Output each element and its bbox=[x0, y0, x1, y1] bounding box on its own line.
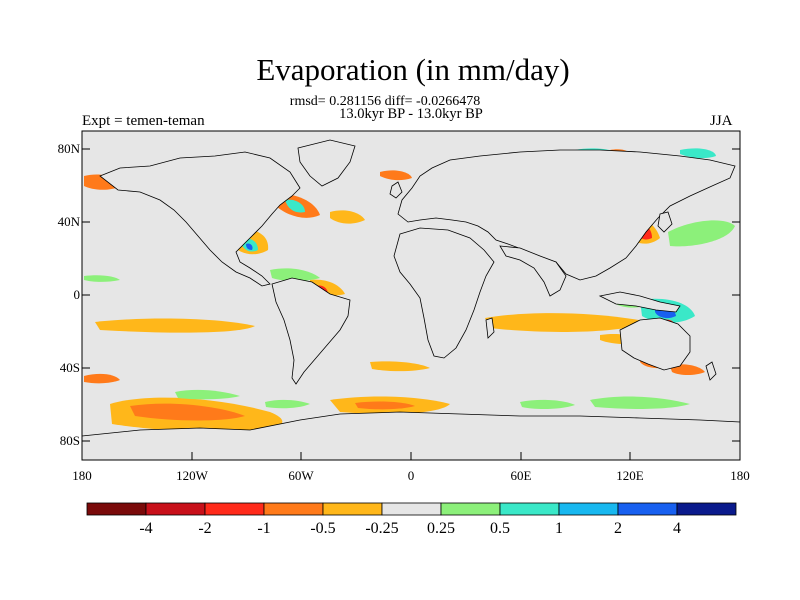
continent-south-america bbox=[271, 277, 351, 385]
y-tick-label: 80S bbox=[59, 433, 80, 448]
colorbar-box bbox=[440, 502, 501, 516]
anomaly-patch bbox=[670, 364, 705, 375]
colorbar-label: -0.25 bbox=[365, 520, 399, 537]
continent-north-america bbox=[99, 151, 301, 287]
colorbar-label: -0.5 bbox=[310, 520, 336, 537]
y-tick-label: 40S bbox=[59, 360, 80, 375]
anomaly-patch bbox=[520, 399, 575, 410]
anomaly-patch bbox=[130, 403, 245, 421]
experiment-label: Expt = temen-teman bbox=[82, 113, 205, 129]
colorbar-box bbox=[499, 502, 560, 516]
x-tick-label: 180 bbox=[730, 468, 750, 483]
anomaly-patch bbox=[485, 313, 650, 332]
continent-india bbox=[499, 245, 567, 297]
plot-subtitle: 13.0kyr BP - 13.0kyr BP bbox=[339, 106, 483, 122]
colorbar-label: -1 bbox=[257, 520, 271, 537]
continent-japan bbox=[657, 211, 673, 233]
colorbar-label: -2 bbox=[198, 520, 212, 537]
x-tick-label: 60E bbox=[510, 468, 532, 483]
colorbar bbox=[86, 502, 737, 516]
colorbar-box bbox=[617, 502, 678, 516]
anomaly-patch bbox=[330, 210, 365, 224]
continent-madagascar bbox=[485, 317, 495, 339]
colorbar-box bbox=[263, 502, 324, 516]
continent-australia bbox=[619, 317, 691, 371]
colorbar-label: 0.5 bbox=[490, 520, 510, 537]
x-tick-marks bbox=[81, 452, 741, 460]
y-tick-marks bbox=[82, 148, 740, 442]
colorbar-box bbox=[86, 502, 147, 516]
colorbar-box bbox=[322, 502, 383, 516]
y-tick-label: 80N bbox=[57, 141, 80, 156]
anomaly-patch bbox=[355, 401, 415, 410]
anomaly-patch bbox=[246, 243, 253, 250]
coastlines bbox=[81, 139, 741, 461]
anomaly-patch bbox=[175, 389, 240, 400]
continent-uk bbox=[389, 181, 403, 199]
colorbar-box bbox=[204, 502, 265, 516]
anomaly-patch bbox=[590, 396, 690, 409]
anomaly-patch bbox=[380, 170, 412, 181]
stats-line: rmsd= 0.281156 diff= -0.0266478 bbox=[289, 94, 481, 109]
anomaly-patch bbox=[270, 268, 320, 281]
continent-indonesia bbox=[598, 291, 681, 313]
continent-africa bbox=[393, 227, 495, 359]
anomaly-patch bbox=[680, 148, 716, 159]
colorbar-label: 4 bbox=[673, 520, 681, 537]
colorbar-label: 2 bbox=[614, 520, 622, 537]
colorbar-label: -4 bbox=[139, 520, 153, 537]
colorbar-box bbox=[558, 502, 619, 516]
colorbar-box bbox=[145, 502, 206, 516]
x-tick-label: 180 bbox=[72, 468, 92, 483]
y-tick-label: 0 bbox=[73, 287, 81, 302]
anomaly-patch bbox=[84, 275, 120, 282]
colorbar-box bbox=[381, 502, 442, 516]
anomaly-patch bbox=[370, 361, 430, 372]
continent-new-zealand bbox=[705, 361, 717, 381]
colorbar-label: 0.25 bbox=[427, 520, 455, 537]
y-tick-label: 40N bbox=[57, 214, 80, 229]
anomaly-patch bbox=[285, 199, 305, 213]
anomaly-patch bbox=[84, 373, 120, 384]
x-tick-label: 120E bbox=[616, 468, 644, 483]
anomaly-patch bbox=[95, 318, 255, 333]
anomaly-patch bbox=[668, 220, 735, 247]
x-tick-label: 120W bbox=[176, 468, 208, 483]
anomaly-patch bbox=[265, 399, 310, 409]
continent-greenland bbox=[297, 139, 356, 187]
season-label: JJA bbox=[710, 113, 733, 129]
x-tick-label: 60W bbox=[288, 468, 314, 483]
plot-title: Evaporation (in mm/day) bbox=[256, 52, 570, 87]
colorbar-label: 1 bbox=[555, 520, 563, 537]
x-tick-label: 0 bbox=[407, 468, 415, 483]
colorbar-box bbox=[676, 502, 737, 516]
continent-eurasia bbox=[397, 149, 736, 281]
